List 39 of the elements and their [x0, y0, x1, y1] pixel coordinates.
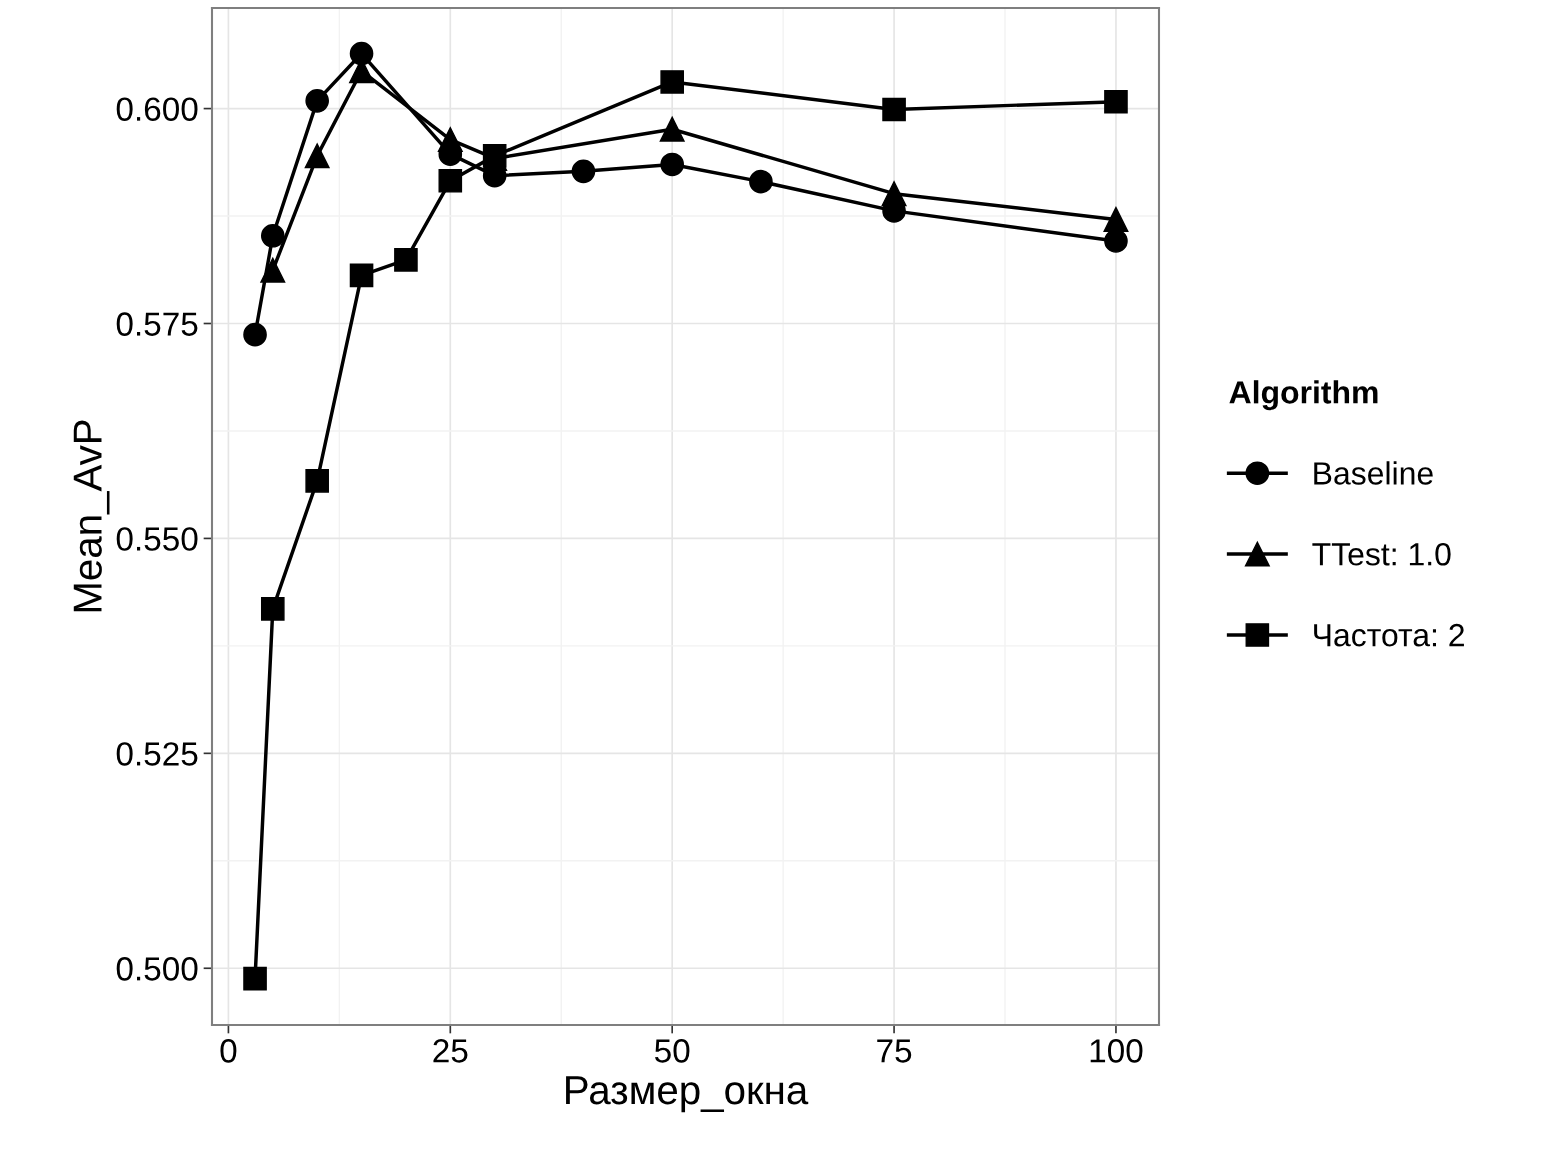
- y-tick-label: 0.525: [116, 742, 198, 766]
- point: [749, 169, 773, 194]
- y-tick-label: 0.550: [116, 527, 198, 551]
- point: [882, 97, 906, 122]
- y-tick-label: 0.575: [116, 312, 198, 336]
- point: [438, 168, 463, 193]
- x-tick-label: 75: [877, 1039, 912, 1063]
- point: [305, 469, 329, 493]
- point: [660, 152, 684, 177]
- point: [349, 263, 374, 288]
- y-tick-label: 0.600: [116, 97, 198, 121]
- x-tick-label: 25: [433, 1039, 468, 1063]
- legend-label: TTest: 1.0: [1312, 542, 1451, 566]
- point: [659, 116, 685, 142]
- point: [260, 257, 286, 283]
- legend-title: Algorithm: [1229, 380, 1378, 411]
- point: [660, 70, 684, 94]
- point: [571, 159, 596, 184]
- y-axis-title: Mean_AvP: [73, 420, 110, 612]
- point: [304, 143, 330, 169]
- point: [394, 248, 418, 272]
- point: [1103, 206, 1129, 232]
- point: [881, 181, 907, 207]
- x-tick-label: 0: [220, 1039, 237, 1063]
- x-tick-label: 100: [1090, 1039, 1143, 1063]
- point: [1104, 229, 1128, 253]
- x-tick-label: 50: [654, 1039, 690, 1063]
- legend-label: Baseline: [1314, 461, 1433, 485]
- point: [260, 224, 285, 248]
- legend-label: Частота: 2: [1314, 623, 1464, 647]
- y-tick-label: 0.500: [116, 957, 198, 981]
- point: [349, 41, 374, 66]
- point: [305, 89, 329, 113]
- point: [437, 127, 463, 153]
- point: [243, 322, 267, 347]
- point: [260, 597, 285, 621]
- x-axis-title: Размер_окна: [566, 1076, 809, 1113]
- point: [1104, 89, 1128, 114]
- point: [243, 966, 267, 991]
